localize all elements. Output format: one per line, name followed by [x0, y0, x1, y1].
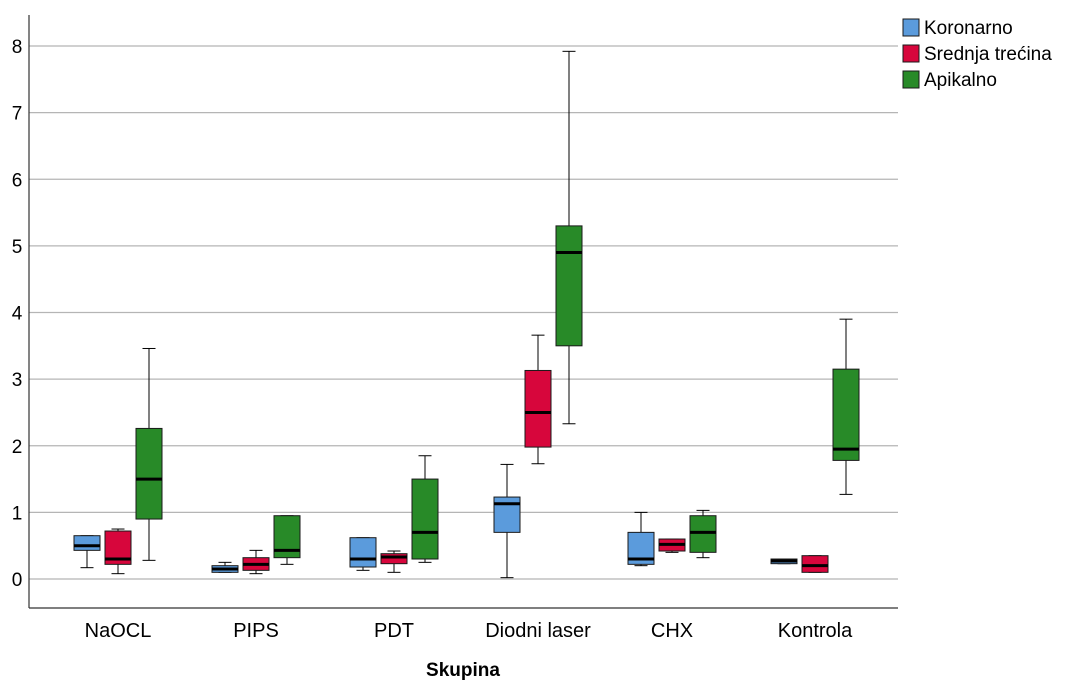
box-iqr	[135, 427, 163, 520]
box-2-1	[273, 515, 301, 565]
x-tick-label: Diodni laser	[485, 620, 591, 642]
axes	[28, 15, 898, 609]
box-0-4	[627, 511, 655, 567]
legend-label: Srednja trećina	[924, 44, 1052, 65]
box-iqr	[555, 225, 583, 347]
x-tick-label: Kontrola	[778, 620, 853, 642]
x-tick-label: NaOCL	[85, 620, 152, 642]
box-2-4	[689, 509, 717, 559]
legend-label: Koronarno	[924, 18, 1013, 39]
legend: Koronarno Srednja trećina Apikalno	[902, 18, 1052, 91]
box-0-0	[73, 535, 101, 569]
legend-swatch	[902, 70, 920, 89]
y-tick-label: 6	[12, 170, 23, 191]
box-iqr	[411, 478, 439, 560]
box-2-2	[411, 455, 439, 563]
axis-labels: 0 1 2 3 4 5 6 7 8 NaOCL PIPS PDT Diodni laser CHX Kont…	[12, 37, 853, 642]
box-1-1	[242, 549, 270, 575]
box-iqr	[349, 537, 377, 568]
box-0-3	[493, 463, 521, 579]
legend-swatch	[902, 18, 920, 37]
box-iqr	[832, 368, 860, 461]
box-1-3	[524, 334, 552, 465]
y-tick-label: 3	[12, 370, 23, 391]
box-2-5	[832, 318, 860, 495]
box-0-1	[211, 561, 239, 573]
box-iqr	[73, 535, 101, 551]
y-tick-label: 2	[12, 437, 23, 458]
box-2-0	[135, 347, 163, 561]
y-tick-label: 5	[12, 237, 23, 258]
box-2-3	[555, 50, 583, 425]
box-iqr	[689, 515, 717, 553]
boxes	[73, 50, 860, 579]
box-iqr	[380, 553, 408, 565]
y-tick-label: 4	[12, 304, 23, 325]
box-0-5	[770, 558, 798, 565]
box-1-5	[801, 555, 829, 573]
box-0-2	[349, 537, 377, 571]
box-1-4	[658, 538, 686, 553]
x-tick-label: PIPS	[233, 620, 279, 642]
x-tick-label: CHX	[651, 620, 693, 642]
y-tick-label: 0	[12, 570, 23, 591]
y-tick-label: 1	[12, 503, 23, 524]
legend-label: Apikalno	[924, 70, 997, 91]
y-tick-label: 8	[12, 37, 23, 58]
box-iqr	[524, 369, 552, 448]
x-tick-label: PDT	[374, 620, 414, 642]
legend-swatch	[902, 44, 920, 63]
box-1-0	[104, 528, 132, 575]
box-iqr	[801, 555, 829, 573]
grid-lines	[29, 45, 898, 580]
y-tick-label: 7	[12, 104, 23, 125]
x-axis-title: Skupina	[426, 660, 500, 681]
box-1-2	[380, 550, 408, 573]
